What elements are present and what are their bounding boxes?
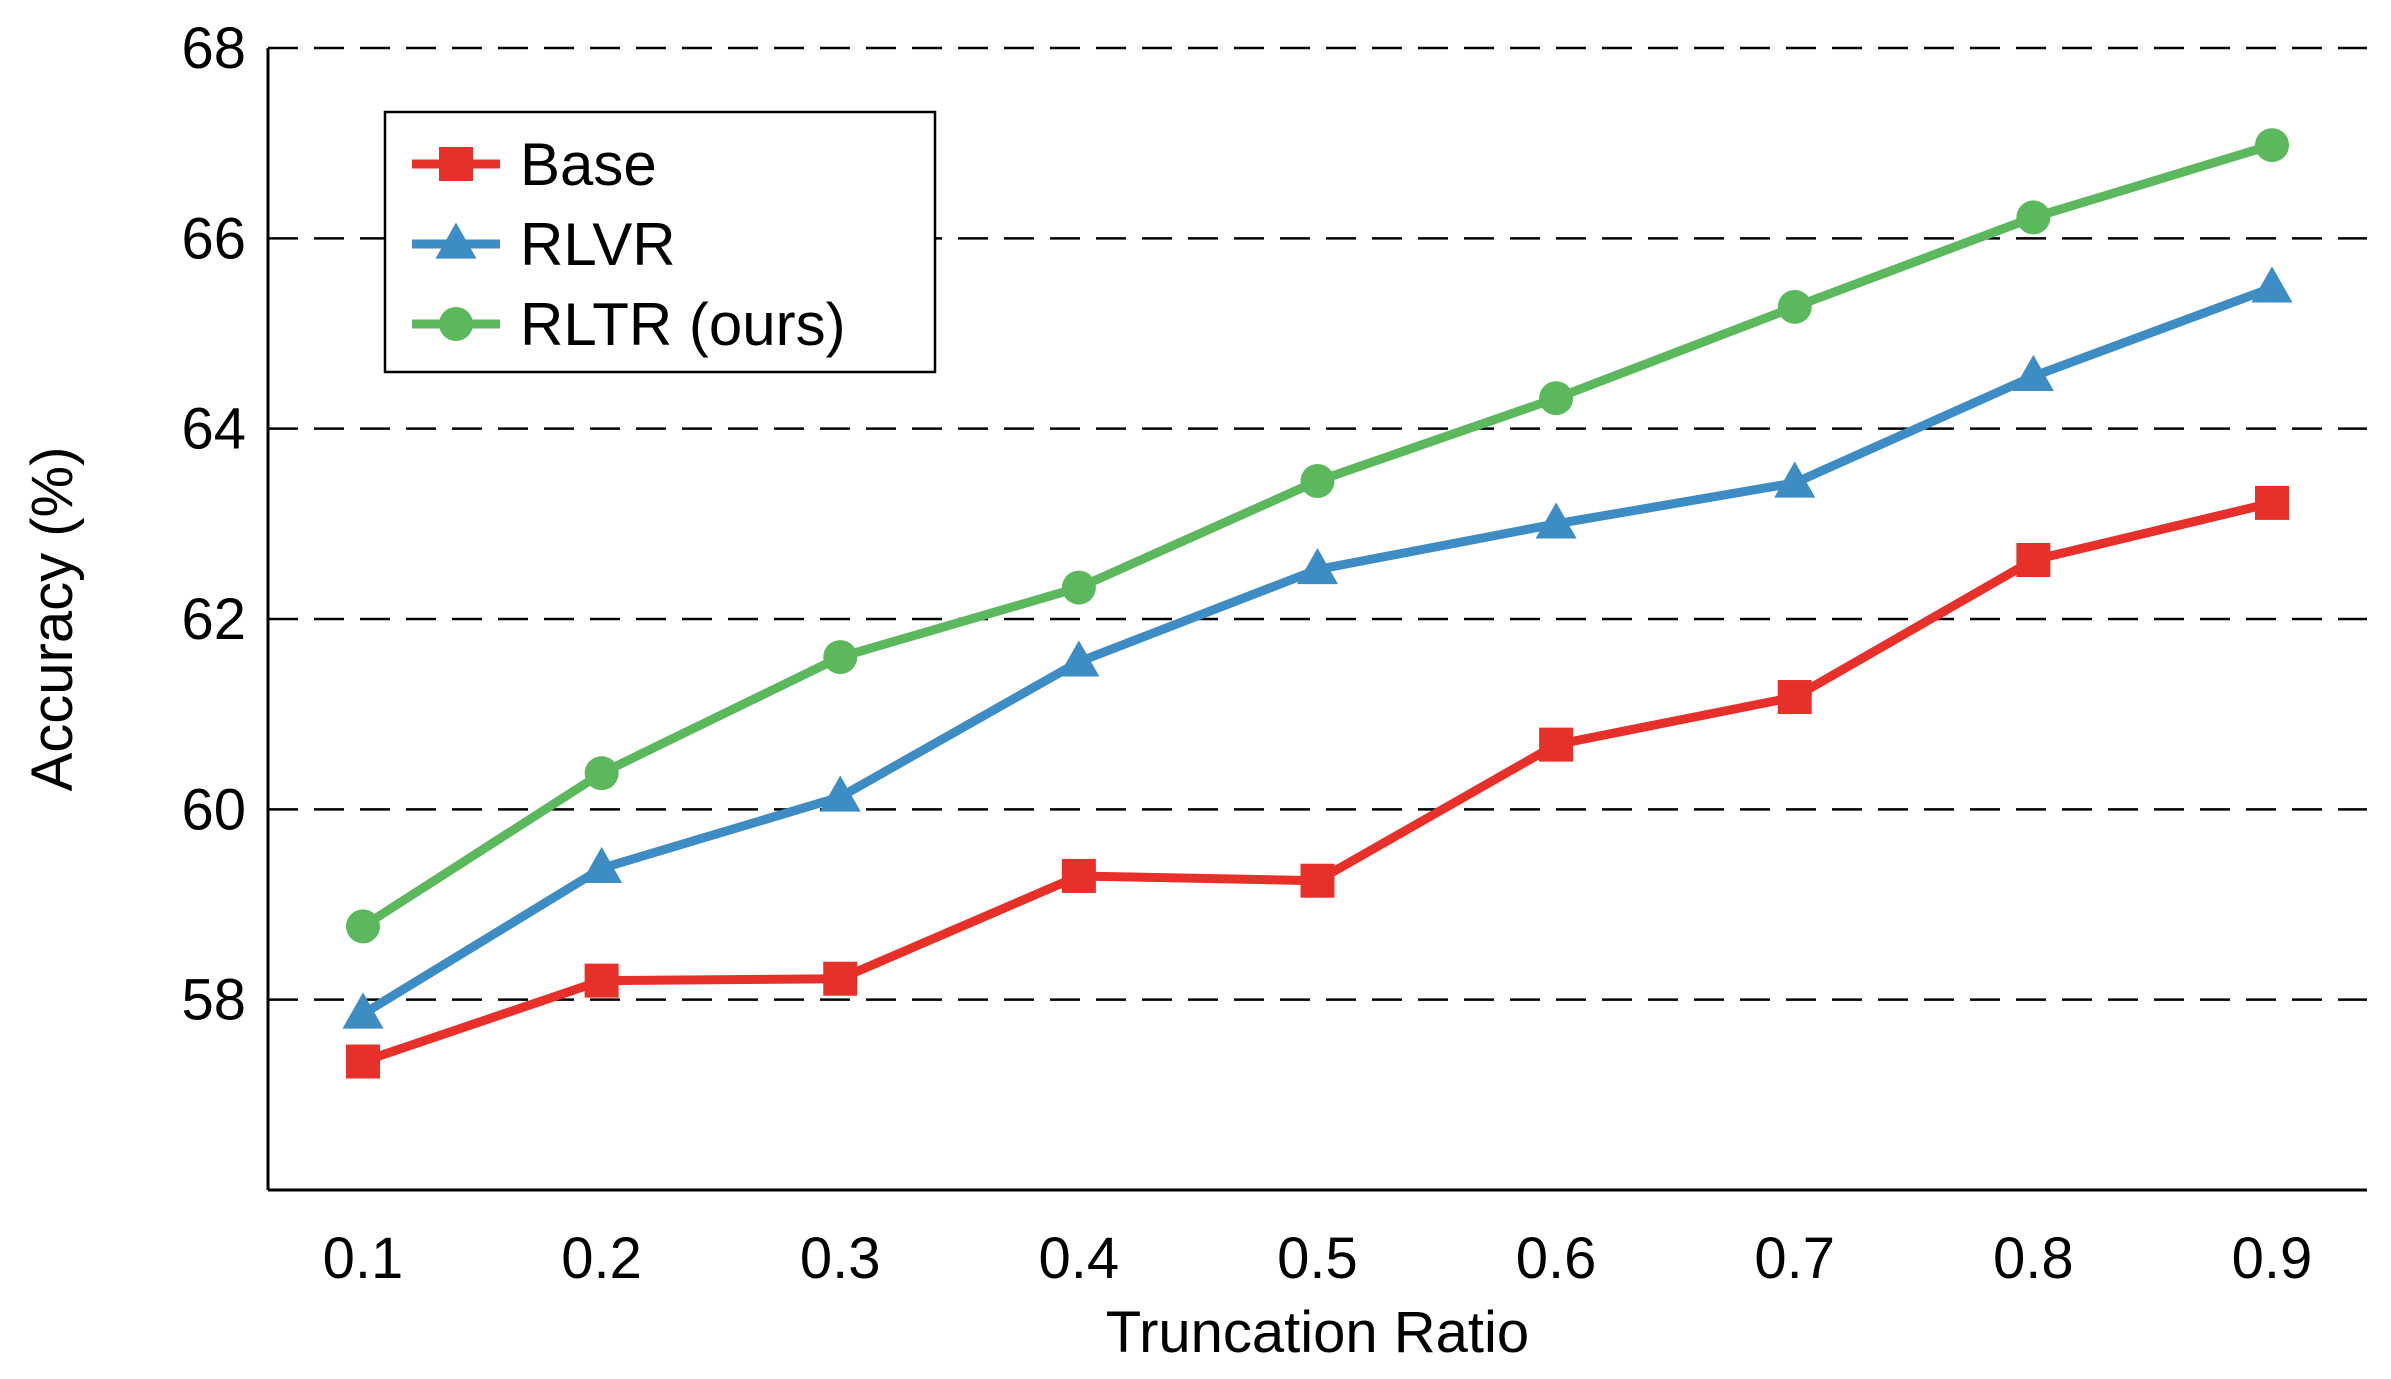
- series-layer: [342, 128, 2293, 1079]
- data-point: [1300, 863, 1335, 898]
- x-tick-label: 0.3: [800, 1226, 881, 1291]
- data-point: [584, 963, 619, 998]
- data-point: [1061, 858, 1096, 893]
- data-point: [581, 846, 623, 883]
- axes: [266, 48, 2367, 1192]
- legend: Base RLVR RLTR (ours): [383, 110, 937, 374]
- series-rlvr: [342, 266, 2293, 1029]
- legend-label: RLVR: [520, 211, 676, 278]
- grid-lines: [268, 46, 2367, 1001]
- legend-label: Base: [520, 131, 657, 198]
- legend-marker: [435, 222, 477, 259]
- data-point: [1777, 680, 1812, 715]
- data-point: [2255, 128, 2289, 163]
- data-point: [346, 1044, 380, 1079]
- series-base: [346, 485, 2289, 1079]
- series-line: [361, 498, 2274, 1066]
- legend-entry: RLTR (ours): [412, 291, 846, 358]
- tick-labels: 58 60 62 64 66 68 0.1 0.2 0.3 0.4 0.5 0.6 0.7 0.8 0.9: [181, 16, 2312, 1291]
- data-point: [584, 756, 619, 791]
- data-point: [1058, 640, 1100, 677]
- data-point: [2016, 200, 2051, 235]
- data-point: [2012, 354, 2054, 391]
- data-point: [2016, 542, 2051, 577]
- data-point: [346, 909, 380, 944]
- legend-marker: [439, 307, 473, 341]
- x-tick-label: 0.6: [1516, 1226, 1597, 1291]
- legend-marker: [439, 147, 473, 181]
- data-point: [1061, 570, 1096, 605]
- data-point: [2251, 266, 2293, 303]
- data-point: [1539, 381, 1574, 416]
- x-tick-label: 0.5: [1277, 1226, 1358, 1291]
- data-point: [1777, 289, 1812, 324]
- legend-entry: Base: [412, 131, 657, 198]
- x-tick-label: 0.9: [2232, 1226, 2313, 1291]
- data-point: [823, 961, 858, 996]
- data-point: [819, 775, 861, 812]
- y-tick-label: 68: [181, 16, 246, 81]
- x-tick-label: 0.2: [561, 1226, 642, 1291]
- legend-entry: RLVR: [412, 211, 676, 278]
- x-tick-label: 0.4: [1039, 1226, 1120, 1291]
- x-tick-label: 0.7: [1754, 1226, 1835, 1291]
- y-axis-title: Accuracy (%): [20, 447, 85, 792]
- data-point: [342, 992, 384, 1029]
- x-tick-label: 0.8: [1993, 1226, 2074, 1291]
- series-rltr-ours: [346, 128, 2289, 944]
- data-point: [1535, 502, 1577, 539]
- legend-label: RLTR (ours): [520, 291, 846, 358]
- data-point: [1296, 548, 1339, 585]
- data-point: [1300, 464, 1335, 499]
- data-point: [823, 640, 858, 675]
- series-line: [360, 283, 2274, 1018]
- y-tick-label: 62: [181, 587, 246, 652]
- data-point: [2255, 485, 2289, 520]
- y-tick-label: 64: [181, 397, 246, 462]
- y-tick-label: 60: [181, 777, 246, 842]
- x-axis-title: Truncation Ratio: [1106, 1300, 1529, 1365]
- y-tick-label: 58: [181, 968, 246, 1033]
- x-tick-label: 0.1: [323, 1226, 404, 1291]
- y-tick-label: 66: [181, 206, 246, 271]
- data-point: [1539, 727, 1574, 762]
- data-point: [1774, 461, 1816, 498]
